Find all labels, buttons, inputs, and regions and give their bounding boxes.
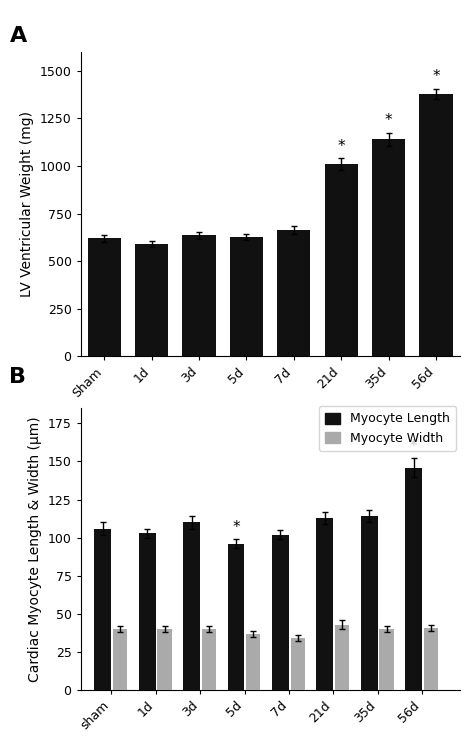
Bar — [272, 534, 289, 690]
Y-axis label: Cardiac Myocyte Length & Width (μm): Cardiac Myocyte Length & Width (μm) — [28, 416, 42, 682]
Bar — [157, 629, 172, 690]
Bar — [135, 244, 168, 356]
Bar — [228, 544, 245, 690]
Bar — [202, 629, 216, 690]
Bar — [277, 230, 310, 356]
Bar — [335, 625, 349, 690]
Bar — [246, 634, 260, 690]
Text: B: B — [9, 367, 27, 387]
Bar — [405, 467, 422, 690]
Bar — [419, 93, 453, 356]
Legend: Myocyte Length, Myocyte Width: Myocyte Length, Myocyte Width — [319, 406, 456, 451]
Bar — [325, 164, 358, 356]
Bar — [361, 516, 378, 690]
Y-axis label: LV Ventricular Weight (mg): LV Ventricular Weight (mg) — [20, 111, 34, 297]
Bar — [424, 628, 438, 690]
Text: *: * — [385, 113, 392, 128]
Text: *: * — [432, 69, 440, 85]
Text: A: A — [9, 26, 27, 46]
Bar — [88, 238, 121, 356]
Text: *: * — [410, 439, 418, 454]
Bar — [316, 518, 333, 690]
Bar — [291, 638, 305, 690]
Bar — [94, 528, 111, 690]
Bar — [230, 237, 263, 356]
Text: *: * — [337, 139, 345, 154]
Bar — [139, 533, 155, 690]
Bar — [182, 235, 216, 356]
Text: *: * — [232, 519, 240, 534]
Bar — [113, 629, 127, 690]
Bar — [372, 139, 405, 356]
Bar — [183, 522, 200, 690]
Bar — [379, 629, 393, 690]
